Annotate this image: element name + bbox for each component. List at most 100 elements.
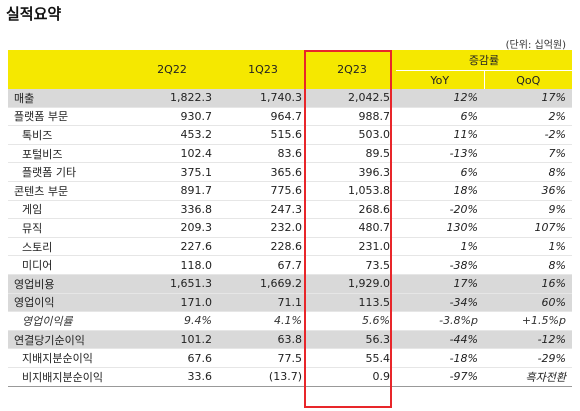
row-label: 영업비용 <box>8 274 126 294</box>
table-row: 스토리 227.6 228.6 231.0 1% 1% <box>8 237 572 256</box>
cell-qoq: 8% <box>548 165 566 179</box>
cell-1q23: 67.7 <box>277 258 303 272</box>
row-label: 연결당기순이익 <box>8 330 126 349</box>
cell-yoy: 17% <box>396 274 484 294</box>
cell-yoy: 1% <box>460 240 478 254</box>
row-label: 톡비즈 <box>22 128 53 142</box>
cell-1q23: 232.0 <box>270 221 303 235</box>
cell-1q23: 71.1 <box>218 293 308 312</box>
cell-1q23: (13.7) <box>268 370 302 384</box>
table-row: 연결당기순이익 101.2 63.8 56.3 -44% -12% <box>8 330 572 349</box>
cell-2q22: 118.0 <box>180 258 213 272</box>
cell-2q22: 336.8 <box>180 202 213 216</box>
row-label: 플랫폼 기타 <box>22 166 77 180</box>
table-row: 비지배지분순이익 33.6 (13.7) 0.9 -97% 흑자전환 <box>8 367 572 386</box>
row-label: 플랫폼 부문 <box>14 110 69 124</box>
cell-yoy: -44% <box>396 330 484 349</box>
table-row: 플랫폼 부문 930.7 964.7 988.7 6% 2% <box>8 107 572 126</box>
cell-qoq: 36% <box>541 184 566 198</box>
cell-qoq: 7% <box>548 147 566 161</box>
cell-qoq: 107% <box>534 221 566 235</box>
row-label: 비지배지분순이익 <box>22 370 103 384</box>
cell-yoy: -34% <box>396 293 484 312</box>
cell-2q23: 0.9 <box>372 370 391 384</box>
row-label: 영업이익 <box>8 293 126 312</box>
cell-2q23: 503.0 <box>358 128 391 142</box>
cell-2q23: 89.5 <box>365 147 391 161</box>
row-label: 지배지분순이익 <box>22 352 93 366</box>
header-2q22: 2Q22 <box>126 50 218 89</box>
header-yoy: YoY <box>396 70 485 89</box>
cell-2q23: 2,042.5 <box>308 89 396 108</box>
table-row: 게임 336.8 247.3 268.6 -20% 9% <box>8 200 572 219</box>
cell-qoq: 16% <box>484 274 572 294</box>
cell-qoq: 9% <box>548 202 566 216</box>
cell-2q23: 988.7 <box>358 109 391 123</box>
table-row: 플랫폼 기타 375.1 365.6 396.3 6% 8% <box>8 163 572 182</box>
cell-qoq: 흑자전환 <box>525 370 566 384</box>
cell-1q23: 63.8 <box>218 330 308 349</box>
table-row: 지배지분순이익 67.6 77.5 55.4 -18% -29% <box>8 349 572 368</box>
cell-2q23: 55.4 <box>365 351 391 365</box>
cell-qoq: 60% <box>484 293 572 312</box>
table-row: 영업이익 171.0 71.1 113.5 -34% 60% <box>8 293 572 312</box>
cell-2q23: 113.5 <box>308 293 396 312</box>
cell-1q23: 1,740.3 <box>218 89 308 108</box>
table-row: 포털비즈 102.4 83.6 89.5 -13% 7% <box>8 144 572 163</box>
cell-2q23: 231.0 <box>358 240 391 254</box>
cell-2q23: 73.5 <box>365 258 391 272</box>
cell-yoy: -20% <box>449 202 478 216</box>
page-title: 실적요약 <box>6 5 62 23</box>
cell-2q23: 268.6 <box>358 202 391 216</box>
cell-1q23: 83.6 <box>277 147 303 161</box>
cell-yoy: -3.8%p <box>439 314 478 328</box>
cell-2q23: 396.3 <box>358 165 391 179</box>
header-label-col <box>8 50 126 89</box>
table-row: 영업비용 1,651.3 1,669.2 1,929.0 17% 16% <box>8 274 572 294</box>
row-label: 매출 <box>8 89 126 108</box>
cell-yoy: -38% <box>449 258 478 272</box>
table-row: 콘텐츠 부문 891.7 775.6 1,053.8 18% 36% <box>8 181 572 201</box>
cell-yoy: -97% <box>449 370 478 384</box>
table-row: 뮤직 209.3 232.0 480.7 130% 107% <box>8 219 572 238</box>
row-label: 뮤직 <box>22 221 43 235</box>
cell-1q23: 515.6 <box>270 128 303 142</box>
cell-qoq: 2% <box>548 109 566 123</box>
cell-1q23: 1,669.2 <box>218 274 308 294</box>
cell-2q22: 67.6 <box>187 351 213 365</box>
cell-yoy: 18% <box>453 184 478 198</box>
cell-1q23: 775.6 <box>270 184 303 198</box>
cell-2q22: 209.3 <box>180 221 213 235</box>
row-label: 게임 <box>22 203 43 217</box>
cell-1q23: 365.6 <box>270 165 303 179</box>
cell-2q23: 56.3 <box>308 330 396 349</box>
cell-yoy: 6% <box>460 109 478 123</box>
cell-yoy: -18% <box>449 351 478 365</box>
cell-qoq: 1% <box>548 240 566 254</box>
cell-2q22: 930.7 <box>180 109 213 123</box>
cell-2q22: 9.4% <box>184 314 212 328</box>
row-label: 스토리 <box>22 240 53 254</box>
table-row: 미디어 118.0 67.7 73.5 -38% 8% <box>8 256 572 275</box>
cell-2q22: 891.7 <box>180 184 213 198</box>
row-label: 미디어 <box>22 259 53 273</box>
cell-2q22: 453.2 <box>180 128 213 142</box>
cell-yoy: 6% <box>460 165 478 179</box>
cell-2q22: 101.2 <box>126 330 218 349</box>
cell-qoq: -12% <box>484 330 572 349</box>
cell-qoq: +1.5%p <box>521 314 566 328</box>
earnings-summary-table: 2Q22 1Q23 2Q23 증감률 YoY QoQ 매출 1,822.3 1,… <box>8 50 572 387</box>
cell-2q23: 1,929.0 <box>308 274 396 294</box>
cell-2q22: 1,651.3 <box>126 274 218 294</box>
header-2q23: 2Q23 <box>308 50 396 89</box>
cell-2q22: 1,822.3 <box>126 89 218 108</box>
row-label: 포털비즈 <box>22 147 63 161</box>
cell-2q23: 1,053.8 <box>348 184 390 198</box>
table-row: 톡비즈 453.2 515.6 503.0 11% -2% <box>8 126 572 145</box>
cell-2q22: 102.4 <box>180 147 213 161</box>
cell-1q23: 77.5 <box>277 351 303 365</box>
cell-2q23: 480.7 <box>358 221 391 235</box>
cell-2q22: 33.6 <box>187 370 213 384</box>
cell-1q23: 964.7 <box>270 109 303 123</box>
cell-yoy: 11% <box>453 128 478 142</box>
